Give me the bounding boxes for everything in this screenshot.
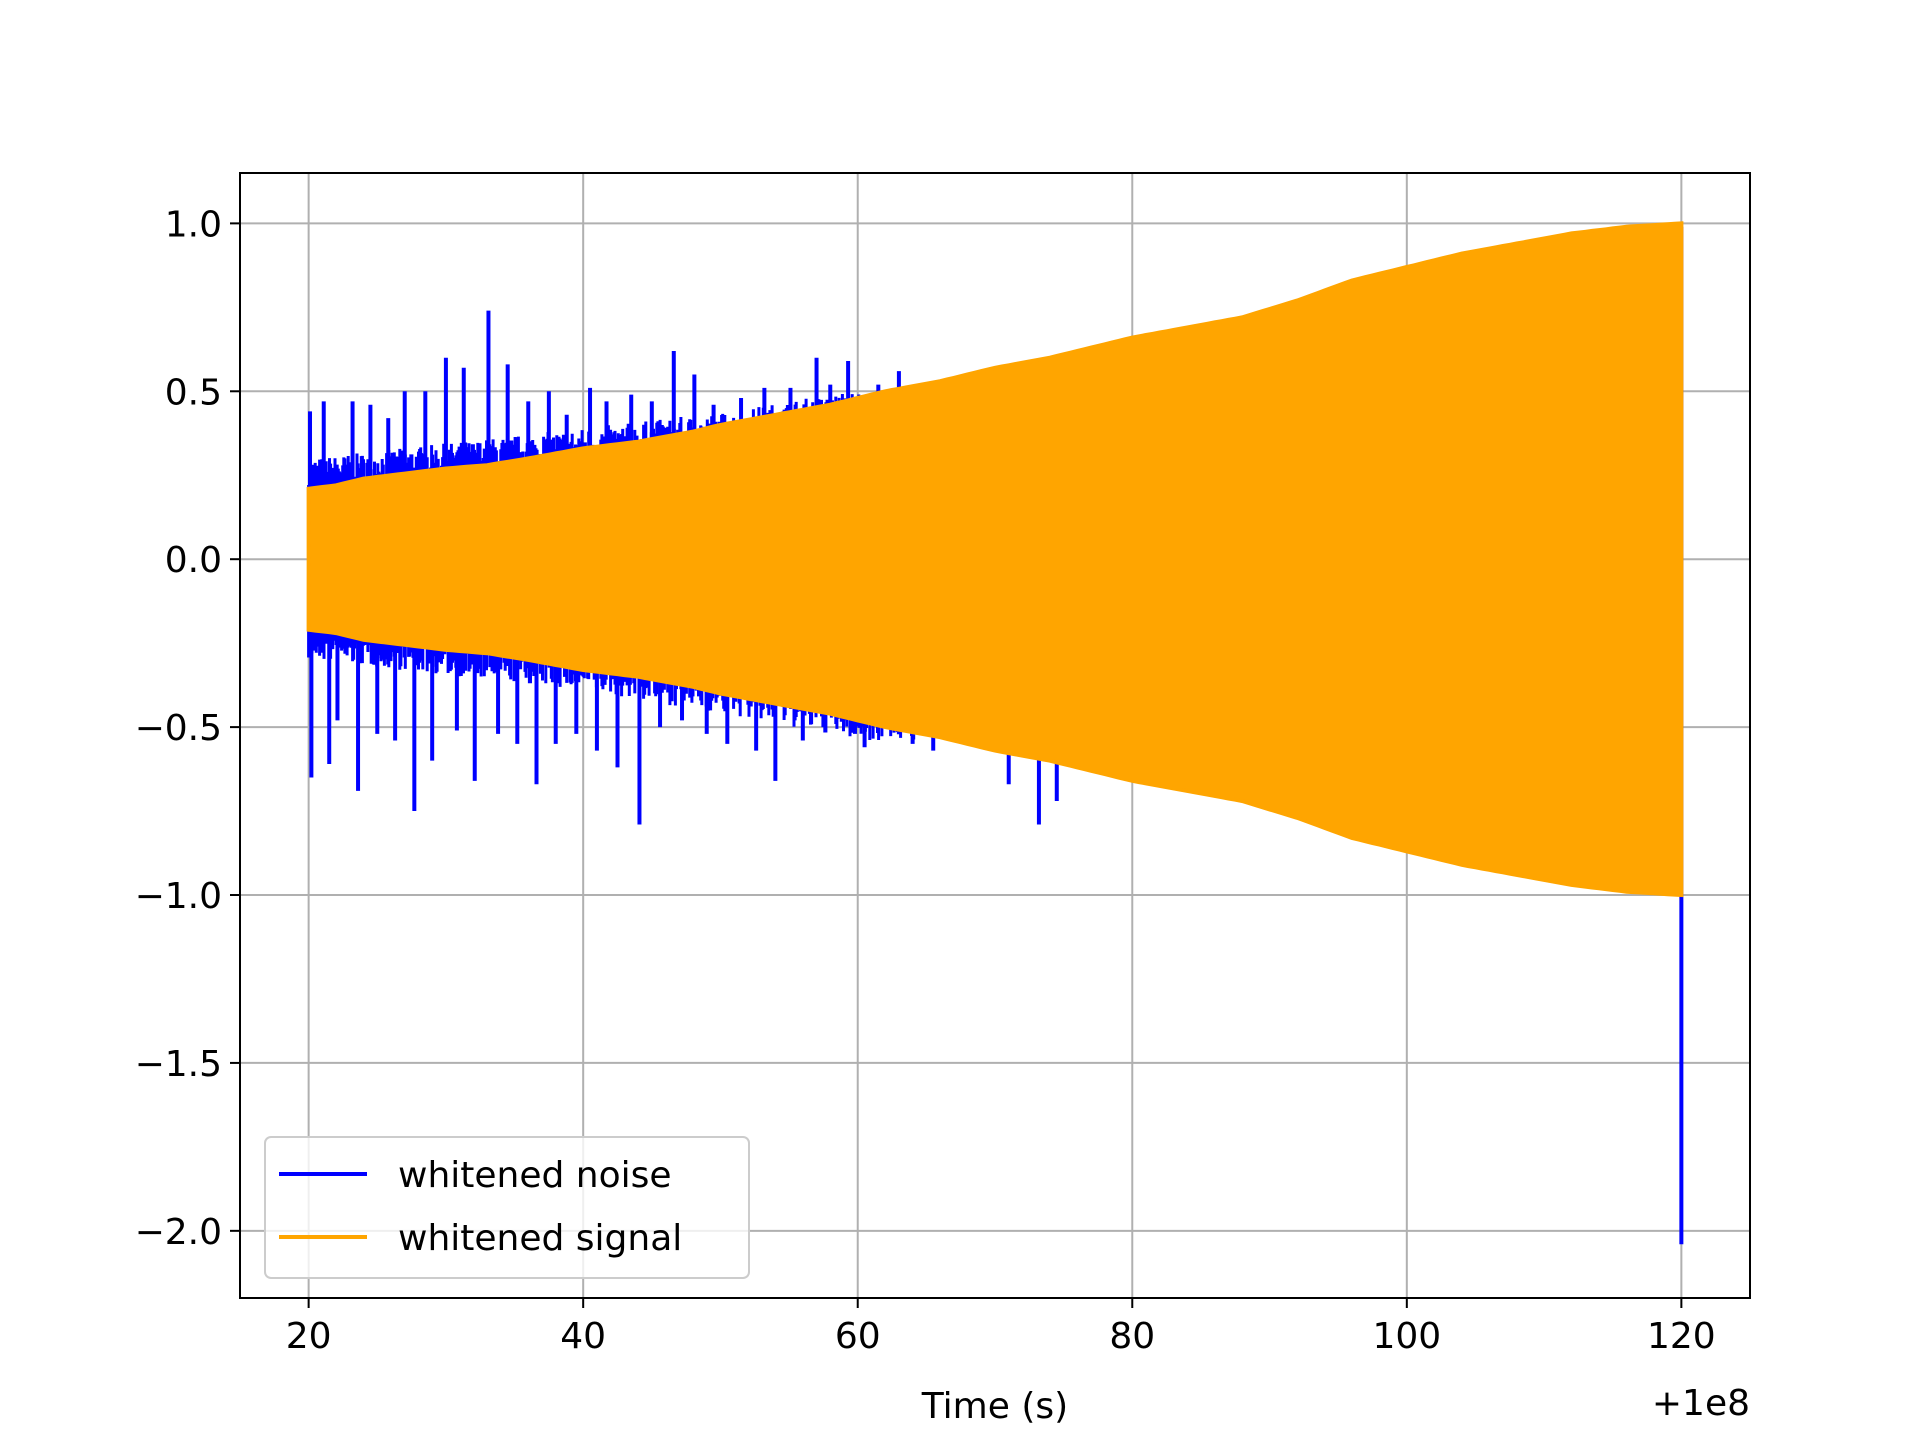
x-tick-label: 120 xyxy=(1647,1316,1716,1357)
legend-box xyxy=(264,1136,750,1279)
x-tick-label: 80 xyxy=(1109,1316,1155,1357)
legend: whitened noise whitened signal xyxy=(264,1136,750,1279)
y-tick-label: −0.5 xyxy=(135,708,222,749)
y-tick-label: 0.5 xyxy=(165,372,222,413)
x-tick-label: 20 xyxy=(286,1316,332,1357)
legend-label-signal: whitened signal xyxy=(398,1218,682,1259)
plot-frame xyxy=(239,172,1751,1299)
y-tick-label: −1.0 xyxy=(135,876,222,917)
series-signal-envelope xyxy=(306,221,1684,898)
plot-series xyxy=(306,221,1684,1245)
legend-label-noise: whitened noise xyxy=(398,1155,672,1196)
x-tick-label: 40 xyxy=(560,1316,606,1357)
axis-ticks: 20 40 60 80 100 120 1.0 0.5 0.0 −0.5 −1.0 −1.5 −2.0 xyxy=(135,204,1716,1357)
y-tick-label: −2.0 xyxy=(135,1212,222,1253)
y-tick-label: 1.0 xyxy=(165,204,222,245)
x-tick-label: 100 xyxy=(1372,1316,1441,1357)
x-offset-label: +1e8 xyxy=(1652,1383,1750,1424)
x-tick-label: 60 xyxy=(835,1316,881,1357)
y-tick-label: 0.0 xyxy=(165,540,222,581)
x-axis-label: Time (s) xyxy=(921,1386,1068,1427)
y-tick-label: −1.5 xyxy=(135,1044,222,1085)
